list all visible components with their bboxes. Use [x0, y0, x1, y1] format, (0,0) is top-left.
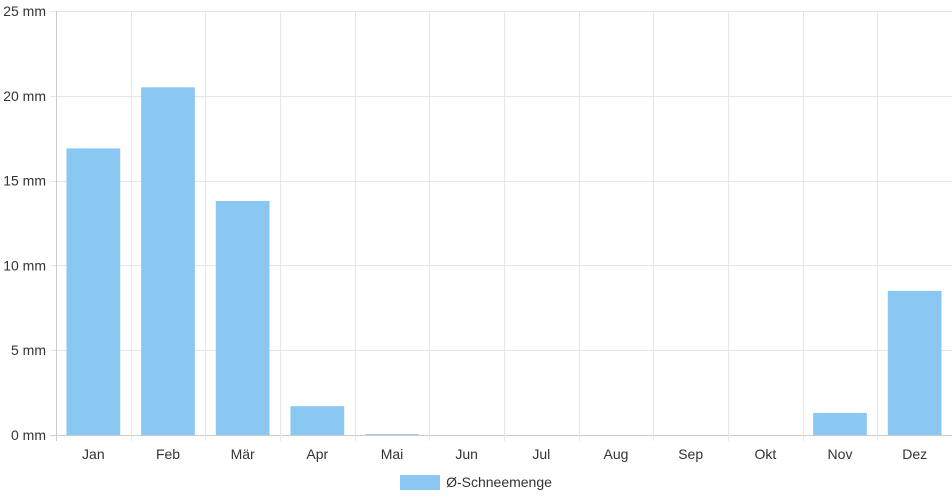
- bar-mai[interactable]: [365, 434, 419, 435]
- x-tick-label: Jun: [455, 446, 478, 462]
- x-tick-label: Mär: [231, 446, 255, 462]
- y-axis-tick-labels: 0 mm 5 mm 10 mm 15 mm 20 mm 25 mm: [3, 3, 46, 443]
- x-tick-label: Aug: [604, 446, 629, 462]
- gridlines: [50, 11, 952, 441]
- bar-apr[interactable]: [290, 406, 345, 435]
- y-tick-label: 10 mm: [3, 257, 46, 273]
- x-axis-tick-labels: Jan Feb Mär Apr Mai Jun Jul Aug Sep Okt Nov Dez: [82, 446, 927, 462]
- legend[interactable]: Ø-Schneemenge: [0, 472, 952, 492]
- snow-bar-chart: 0 mm 5 mm 10 mm 15 mm 20 mm 25 mm Jan Feb Mär Ap…: [3, 3, 952, 462]
- bar-mär[interactable]: [215, 200, 270, 435]
- x-tick-label: Sep: [678, 446, 703, 462]
- y-tick-label: 20 mm: [3, 88, 46, 104]
- bar-dez[interactable]: [887, 290, 942, 435]
- y-tick-label: 25 mm: [3, 3, 46, 19]
- x-tick-label: Jan: [82, 446, 105, 462]
- x-tick-label: Jul: [532, 446, 550, 462]
- bar-nov[interactable]: [813, 412, 867, 435]
- x-tick-label: Mai: [381, 446, 404, 462]
- bars: [66, 87, 942, 435]
- x-tick-label: Feb: [156, 446, 180, 462]
- x-tick-label: Dez: [902, 446, 927, 462]
- x-tick-label: Apr: [306, 446, 328, 462]
- legend-label: Ø-Schneemenge: [446, 474, 552, 490]
- y-tick-label: 15 mm: [3, 173, 46, 189]
- y-tick-label: 0 mm: [11, 427, 46, 443]
- x-tick-label: Nov: [828, 446, 853, 462]
- bar-jan[interactable]: [66, 148, 121, 435]
- legend-swatch: [400, 474, 441, 490]
- bar-feb[interactable]: [141, 87, 195, 435]
- y-tick-label: 5 mm: [11, 342, 46, 358]
- x-tick-label: Okt: [754, 446, 776, 462]
